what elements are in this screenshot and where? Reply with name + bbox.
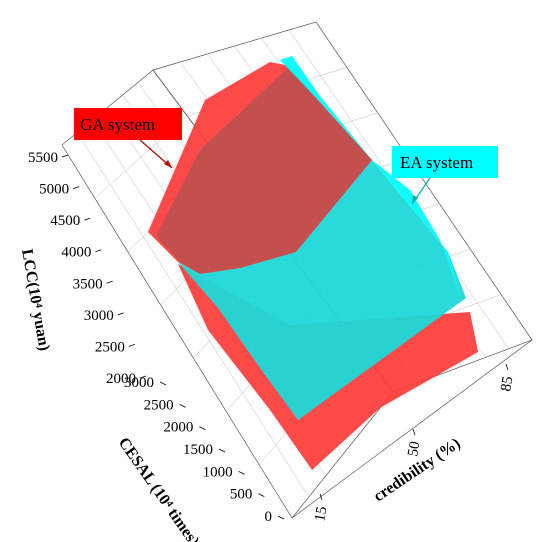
z-tick-mark (84, 217, 91, 221)
y-tick-mark (218, 448, 226, 453)
z-tick-label: 2000 (106, 371, 136, 387)
y-tick-mark (179, 403, 186, 408)
y-tick-label: 2000 (163, 420, 193, 436)
legend-ea-box (392, 146, 498, 178)
y-tick-label: 500 (230, 487, 253, 503)
legend-ea: EA system (392, 146, 498, 205)
grid-line (76, 132, 310, 498)
legend-ea-arrowhead (412, 195, 418, 204)
legend-ea-text: EA system (400, 153, 473, 172)
z-tick-label: 4000 (61, 245, 91, 261)
y-tick-mark (258, 493, 265, 498)
z-axis-label: LCC(10⁴ yuan) (18, 248, 53, 352)
surfaces (148, 56, 478, 470)
ga-ea-overlap (156, 66, 372, 274)
z-tick-mark (73, 186, 80, 189)
x-tick-label: 50 (405, 440, 423, 458)
y-tick-mark (199, 426, 206, 431)
legend-ga-box (74, 108, 182, 140)
z-tick-mark (139, 375, 147, 379)
z-tick-mark (106, 280, 113, 284)
z-tick-label: 5000 (39, 182, 69, 198)
x-axis-ticks: 15 50 85 (312, 363, 517, 523)
legend-ga-arrowhead (164, 160, 172, 168)
ea-top-sliver (280, 56, 372, 160)
z-tick-label: 3500 (73, 276, 103, 292)
x-tick-label: 15 (312, 505, 330, 523)
y-tick-label: 1500 (183, 442, 213, 458)
legend-ga: GA system (74, 108, 182, 169)
y-axis-ticks: 0 500 1000 1500 2000 2500 3000 (124, 375, 285, 525)
y-tick-label: 2500 (144, 397, 174, 413)
z-tick-label: 5500 (28, 150, 58, 166)
x-tick-mark (505, 363, 509, 371)
floor-edge (291, 339, 533, 519)
z-tick-mark (117, 312, 124, 316)
legend-ga-text: GA system (80, 115, 155, 134)
y-tick-label: 3000 (124, 375, 154, 391)
x-tick-label: 85 (498, 375, 516, 393)
y-tick-label: 1000 (203, 464, 233, 480)
y-tick-mark (238, 470, 245, 475)
x-tick-mark (319, 493, 323, 501)
z-tick-label: 3000 (84, 308, 114, 324)
y-tick-label: 0 (265, 509, 273, 525)
z-tick-label: 2500 (95, 339, 125, 355)
x-tick-mark (412, 428, 416, 436)
z-tick-mark (61, 154, 69, 158)
z-tick-mark (95, 249, 102, 253)
y-tick-mark (277, 515, 285, 520)
y-tick-mark (159, 381, 167, 386)
z-axis-ticks: 2000 2500 3000 3500 4000 4500 5000 5500 (28, 150, 147, 387)
z-tick-mark (128, 344, 135, 347)
ea-surface (178, 160, 466, 420)
z-tick-label: 4500 (50, 213, 80, 229)
